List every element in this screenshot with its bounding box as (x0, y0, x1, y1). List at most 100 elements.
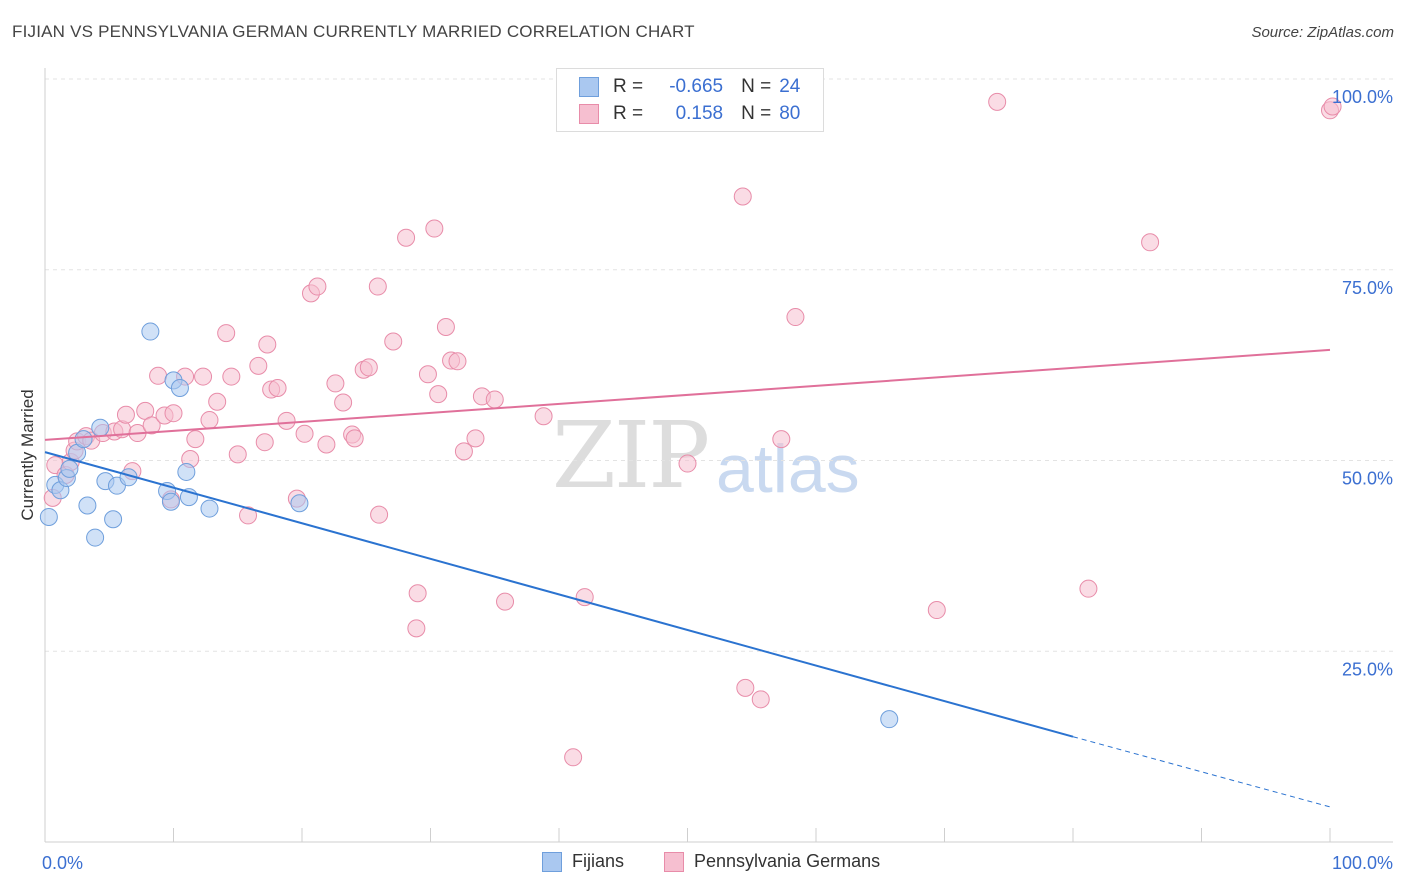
legend-row-pennsylvania-germans: R = 0.158 N = 80 (579, 102, 800, 126)
pennsylvania-german-point (408, 584, 427, 603)
pennsylvania-german-point (208, 392, 227, 411)
pennsylvania-germans-r-value: 0.158 (675, 103, 724, 124)
pennsylvania-german-point (534, 407, 553, 426)
pennsylvania-germans-n-value: 80 (779, 103, 801, 124)
pennsylvania-german-point (1323, 97, 1342, 116)
pennsylvania-german-point (200, 411, 219, 430)
pennsylvania-german-point (564, 748, 583, 767)
pennsylvania-german-point (255, 433, 274, 452)
pennsylvania-german-point (751, 690, 770, 709)
pennsylvania-german-point (345, 429, 364, 448)
pennsylvania-german-point (772, 430, 791, 449)
pennsylvania-german-point (228, 445, 247, 464)
fijian-point (104, 510, 123, 529)
pennsylvania-german-point (164, 404, 183, 423)
grid-lines (45, 78, 1393, 652)
pennsylvania-german-point (334, 393, 353, 412)
fijian-point (290, 494, 309, 513)
x-tick-label-end: 100.0% (1332, 853, 1393, 873)
legend-item-pennsylvania-germans[interactable]: Pennsylvania Germans (664, 851, 880, 872)
r-label: R = (613, 103, 644, 124)
pennsylvania-german-point (733, 187, 752, 206)
pennsylvania-german-point (407, 619, 426, 638)
fijian-point (177, 462, 196, 481)
fijians-n-value: 24 (779, 76, 801, 97)
pennsylvania-german-point (142, 416, 161, 435)
pennsylvania-germans-legend-label: Pennsylvania Germans (694, 851, 881, 871)
fijians-r-value: -0.665 (669, 76, 724, 97)
fijian-point (86, 528, 105, 547)
pennsylvania-german-point (454, 442, 473, 461)
fijian-point (74, 430, 93, 449)
pennsylvania-german-point (786, 308, 805, 327)
legend-item-fijians[interactable]: Fijians (542, 851, 624, 872)
pennsylvania-german-point (295, 424, 314, 443)
fijian-point (141, 322, 160, 341)
fijian-point (39, 507, 58, 526)
trend-lines (44, 348, 1331, 808)
fijians-legend-swatch (542, 851, 562, 872)
y-tick-label: 50.0% (1342, 469, 1393, 489)
y-tick-label: 100.0% (1332, 87, 1393, 107)
pennsylvania-german-point (249, 356, 268, 375)
pennsylvania-german-point (397, 228, 416, 247)
fijians-swatch (579, 77, 599, 97)
pennsylvania-german-point (308, 277, 327, 296)
pennsylvania-german-point (359, 358, 378, 377)
pennsylvania-german-point (496, 592, 515, 611)
x-tick-label-start: 0.0% (42, 853, 83, 873)
pennsylvania-german-point (258, 335, 277, 354)
pennsylvania-german-point (736, 678, 755, 697)
pennsylvania-german-point (1141, 233, 1160, 252)
y-tick-label: 25.0% (1342, 659, 1393, 679)
pennsylvania-german-point (370, 505, 389, 524)
pennsylvania-german-point (429, 385, 448, 404)
pennsylvania-germans-trend-line (44, 348, 1331, 441)
pennsylvania-german-point (988, 92, 1007, 111)
pennsylvania-german-point (436, 317, 455, 336)
pennsylvania-german-point (116, 405, 135, 424)
fijians-trend-line (44, 451, 1074, 738)
pennsylvania-german-point (485, 390, 504, 409)
pennsylvania-german-point (927, 601, 946, 620)
pennsylvania-german-point (448, 352, 467, 371)
pennsylvania-german-point (1079, 579, 1098, 598)
pennsylvania-german-point (425, 219, 444, 238)
series-pennsylvania-germans (43, 70, 1342, 767)
n-label: N = (741, 76, 772, 97)
pennsylvania-german-point (149, 366, 168, 385)
pennsylvania-german-point (277, 411, 296, 430)
fijian-point (170, 379, 189, 398)
r-label: R = (613, 76, 644, 97)
pennsylvania-german-point (418, 365, 437, 384)
pennsylvania-germans-swatch (579, 104, 599, 124)
axes (44, 68, 1393, 843)
pennsylvania-german-point (326, 374, 345, 393)
series-legend: Fijians Pennsylvania Germans (0, 851, 1406, 877)
fijian-point (91, 418, 110, 437)
pennsylvania-german-point (217, 324, 236, 343)
pennsylvania-germans-legend-swatch (664, 851, 684, 872)
fijian-point (78, 496, 97, 515)
fijians-trend-extension (1072, 736, 1331, 808)
pennsylvania-german-point (368, 277, 387, 296)
series-fijians (39, 322, 899, 729)
pennsylvania-german-point (194, 367, 213, 386)
pennsylvania-german-point (239, 506, 258, 525)
fijian-point (60, 459, 79, 478)
n-label: N = (741, 103, 772, 124)
fijians-legend-label: Fijians (572, 851, 625, 871)
source-label: Source: ZipAtlas.com (1251, 24, 1394, 41)
stats-legend: R = -0.665 N = 24 R = 0.158 N = 80 (556, 68, 824, 132)
pennsylvania-german-point (222, 367, 241, 386)
tick-labels: 25.0% 50.0% 75.0% 100.0% 0.0% 100.0% (42, 87, 1393, 873)
fijian-point (161, 492, 180, 511)
pennsylvania-german-point (384, 332, 403, 351)
chart-title: FIJIAN VS PENNSYLVANIA GERMAN CURRENTLY … (12, 22, 695, 41)
pennsylvania-german-point (186, 430, 205, 449)
y-tick-label: 75.0% (1342, 278, 1393, 298)
legend-row-fijians: R = -0.665 N = 24 (579, 75, 800, 99)
fijian-point (880, 710, 899, 729)
pennsylvania-german-point (678, 454, 697, 473)
